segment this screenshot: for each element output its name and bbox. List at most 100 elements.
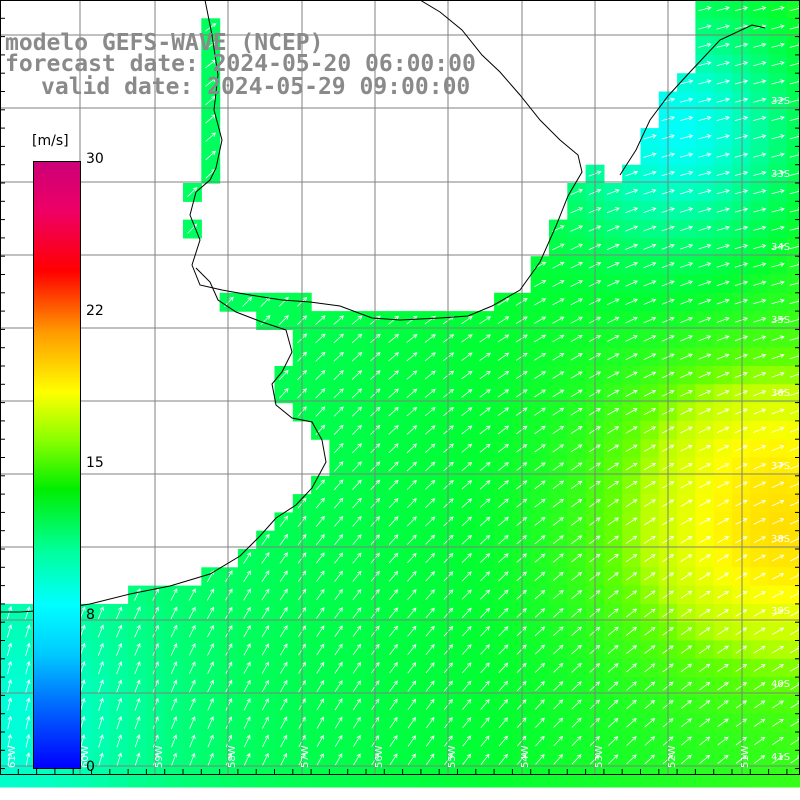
field-cell	[420, 494, 440, 513]
wind-arrow	[134, 642, 141, 656]
wind-arrow	[152, 697, 159, 711]
wind-arrow	[206, 588, 215, 601]
wind-arrow	[570, 335, 583, 343]
latitude-label: 36S	[771, 388, 790, 399]
wind-arrow	[461, 334, 473, 343]
wind-arrow	[7, 660, 13, 675]
field-cell	[384, 677, 404, 696]
field-cell	[603, 311, 623, 330]
field-cell	[549, 347, 568, 367]
field-cell	[603, 658, 623, 678]
field-cell	[311, 329, 330, 349]
field-cell	[530, 494, 550, 513]
field-cell	[622, 732, 642, 751]
field-cell	[311, 420, 330, 440]
field-cell	[347, 713, 367, 733]
field-cell	[567, 512, 587, 532]
field-cell	[640, 457, 660, 477]
wind-arrow	[97, 642, 104, 656]
wind-arrow	[262, 734, 269, 748]
field-cell	[420, 695, 440, 715]
wind-arrow	[643, 225, 657, 232]
colorbar-tick-22: 22	[86, 303, 104, 319]
wind-arrow	[243, 716, 251, 729]
field-cell	[750, 622, 770, 642]
field-cell	[475, 549, 495, 568]
wind-arrow	[552, 480, 565, 490]
wind-arrow	[334, 716, 343, 729]
field-cell	[256, 567, 276, 587]
wind-arrow	[717, 536, 730, 544]
field-cell	[457, 567, 477, 587]
wind-arrow	[571, 754, 582, 765]
wind-arrow	[680, 463, 693, 471]
field-cell	[311, 311, 330, 330]
field-cell	[640, 768, 660, 788]
wind-arrow	[735, 572, 748, 581]
field-cell	[329, 329, 349, 349]
wind-arrow	[772, 737, 784, 746]
wind-arrow	[352, 570, 362, 582]
wind-arrow	[278, 369, 289, 381]
wind-arrow	[152, 606, 159, 620]
wind-arrow	[552, 535, 564, 545]
field-cell	[750, 567, 770, 587]
wind-arrow	[625, 335, 638, 342]
field-cell	[494, 512, 513, 532]
wind-arrow	[425, 516, 436, 527]
field-cell	[695, 549, 715, 568]
wind-arrow	[315, 534, 325, 546]
wind-arrow	[535, 735, 545, 747]
field-cell	[402, 768, 422, 788]
wind-arrow	[753, 554, 766, 562]
wind-arrow	[389, 680, 398, 692]
wind-arrow	[717, 718, 729, 728]
wind-arrow	[552, 298, 565, 306]
field-cell	[237, 292, 257, 312]
field-cell	[768, 585, 788, 605]
field-cell	[695, 475, 715, 495]
wind-arrow	[535, 753, 545, 765]
wind-arrow	[134, 661, 141, 675]
wind-arrow	[717, 682, 729, 691]
field-cell	[475, 768, 495, 788]
field-cell	[530, 311, 550, 330]
field-cell	[603, 347, 623, 367]
field-cell	[329, 530, 349, 550]
field-cell	[402, 622, 422, 642]
field-cell	[713, 622, 733, 642]
field-cell	[329, 512, 349, 532]
field-cell	[622, 494, 642, 513]
field-cell	[439, 402, 459, 422]
field-cell	[274, 549, 294, 568]
field-cell	[329, 402, 349, 422]
field-cell	[494, 329, 513, 349]
field-cell	[420, 658, 440, 678]
field-cell	[311, 622, 330, 642]
longitude-label: 54W	[520, 745, 531, 768]
field-cell	[695, 585, 715, 605]
field-cell	[530, 292, 550, 312]
wind-arrow	[607, 316, 620, 324]
wind-arrow	[25, 715, 31, 730]
field-cell	[622, 695, 642, 715]
wind-arrow	[698, 24, 712, 30]
field-cell	[457, 384, 477, 404]
field-cell	[622, 549, 642, 568]
field-cell	[768, 567, 788, 587]
field-cell	[219, 292, 239, 312]
field-cell	[146, 603, 166, 623]
field-cell	[384, 439, 404, 459]
wind-arrow	[280, 698, 288, 711]
wind-arrow	[553, 681, 564, 692]
wind-arrow	[534, 589, 546, 600]
field-cell	[237, 603, 257, 623]
wind-arrow	[771, 372, 785, 378]
field-cell	[420, 549, 440, 568]
wind-arrow	[388, 552, 399, 564]
wind-arrow	[771, 225, 785, 231]
wind-arrow	[461, 534, 473, 545]
wind-arrow	[225, 606, 233, 619]
field-cell	[384, 366, 404, 385]
wind-arrow	[643, 408, 657, 416]
